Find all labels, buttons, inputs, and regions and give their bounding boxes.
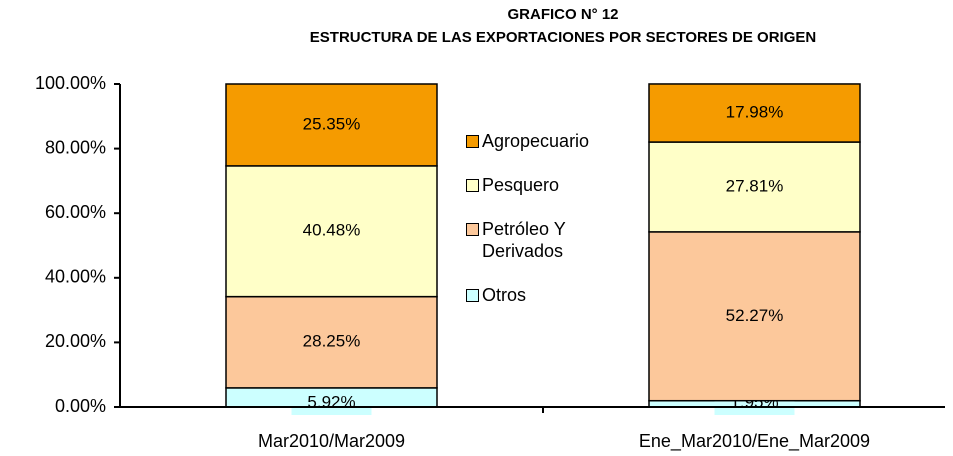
legend-swatch: [466, 223, 479, 236]
chart-title: GRAFICO N° 12: [507, 6, 618, 23]
legend-item: Otros: [466, 284, 626, 306]
data-label: 28.25%: [303, 332, 361, 351]
y-tick-label: 20.00%: [45, 331, 106, 351]
data-label-box: [291, 391, 372, 415]
data-label: 27.81%: [726, 176, 784, 195]
legend-item: Pesquero: [466, 174, 626, 196]
data-label: 5.92%: [307, 392, 355, 411]
y-tick-label: 0.00%: [55, 396, 106, 416]
bar-segment: [225, 295, 438, 389]
data-label: 25.35%: [303, 114, 361, 133]
chart-subtitle: ESTRUCTURA DE LAS EXPORTACIONES POR SECT…: [310, 29, 816, 46]
data-label: 40.48%: [303, 221, 361, 240]
bar-segment: [648, 83, 861, 143]
legend-label: Otros: [482, 285, 527, 305]
legend-label: Petróleo Y Derivados: [482, 219, 566, 261]
bar-segment: [648, 231, 861, 402]
y-tick-label: 40.00%: [45, 267, 106, 287]
bar-segment: [225, 83, 438, 167]
legend-swatch: [466, 135, 479, 148]
x-tick-label: Mar2010/Mar2009: [258, 431, 405, 451]
data-label: 17.98%: [726, 102, 784, 121]
legend: Agropecuario Pesquero Petróleo Y Derivados…: [466, 130, 626, 328]
data-label: 52.27%: [726, 306, 784, 325]
legend-item: Agropecuario: [466, 130, 626, 152]
y-tick-label: 60.00%: [45, 202, 106, 222]
x-tick-label: Ene_Mar2010/Ene_Mar2009: [639, 431, 870, 452]
legend-swatch: [466, 179, 479, 192]
bar-segment: [648, 141, 861, 233]
legend-label: Agropecuario: [482, 131, 590, 151]
legend-swatch: [466, 289, 479, 302]
y-tick-label: 100.00%: [35, 73, 106, 93]
legend-label: Pesquero: [482, 175, 560, 195]
y-tick-label: 80.00%: [45, 137, 106, 157]
legend-item: Petróleo Y Derivados: [466, 218, 626, 262]
